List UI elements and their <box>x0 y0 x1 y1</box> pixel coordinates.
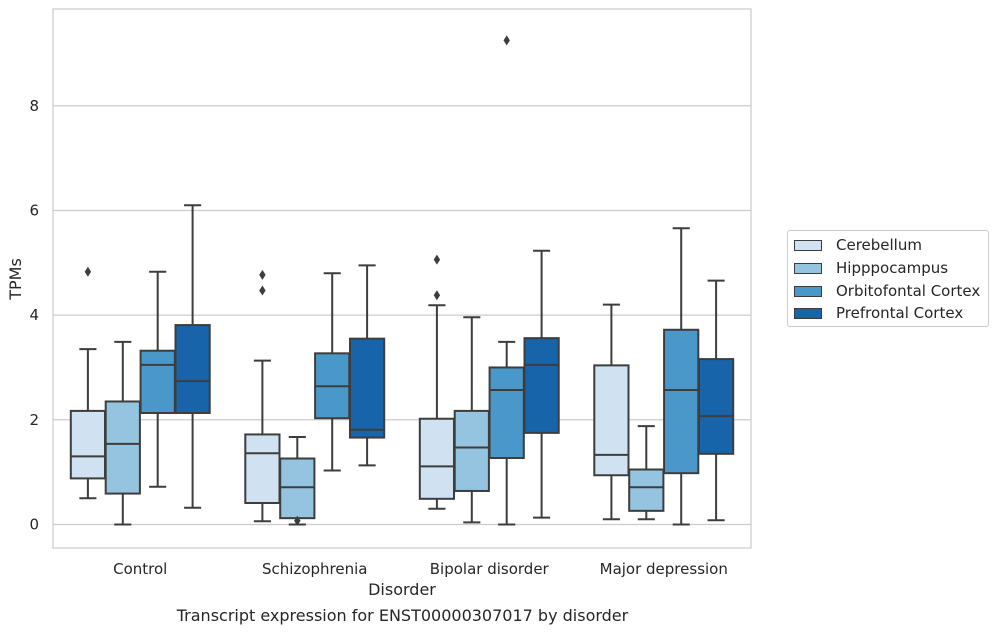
y-axis-label: TPMs <box>6 258 25 301</box>
box-iqr <box>593 364 630 477</box>
y-tick-label: 6 <box>29 201 39 219</box>
legend-swatch <box>794 307 822 319</box>
box-prefrontal-cortex-3 <box>697 279 735 522</box>
x-axis-label: Disorder <box>368 580 436 599</box>
chart-title: Transcript expression for ENST0000030701… <box>176 606 629 625</box>
legend-item-cerebellum: Cerebellum <box>794 234 922 256</box>
outlier-point <box>259 285 266 296</box>
plot-frame <box>52 8 752 549</box>
y-tick-label: 2 <box>29 411 39 429</box>
legend-swatch <box>794 262 822 274</box>
outlier-point <box>84 266 92 277</box>
box-iqr <box>663 328 700 475</box>
y-tick-label: 8 <box>29 97 39 115</box>
box-iqr <box>244 433 281 504</box>
box-iqr <box>628 468 665 512</box>
y-tick-label: 0 <box>29 515 39 533</box>
legend-swatch <box>794 285 822 297</box>
box-iqr <box>139 349 176 414</box>
box-prefrontal-cortex-0 <box>174 204 211 509</box>
legend: Cerebellum Hipppocampus Orbitofontal Cor… <box>787 230 989 327</box>
box-cerebellum-1 <box>244 269 281 523</box>
grid-lines <box>53 105 751 526</box>
legend-label: Prefrontal Cortex <box>836 304 964 322</box>
legend-label: Hipppocampus <box>836 259 949 277</box>
box-orbitofontal-cortex-1 <box>314 272 351 472</box>
x-tick-label: Schizophrenia <box>262 560 367 578</box>
box-hipppocampus-0 <box>104 340 141 526</box>
box-iqr <box>697 358 735 455</box>
outlier-point <box>259 269 266 280</box>
box-orbitofontal-cortex-0 <box>139 270 176 488</box>
box-iqr <box>69 409 107 480</box>
box-prefrontal-cortex-2 <box>523 249 560 519</box>
outlier-point <box>294 515 301 526</box>
box-iqr <box>418 417 456 500</box>
box-iqr <box>523 337 560 434</box>
box-hipppocampus-2 <box>453 316 490 524</box>
x-tick-label: Control <box>113 560 167 578</box>
box-iqr <box>348 337 386 439</box>
box-iqr <box>488 366 525 459</box>
box-cerebellum-0 <box>69 266 107 500</box>
outlier-point <box>433 254 441 265</box>
axis-ticks: 0 2 4 6 8 Control Schizophrenia Bipolar disorde… <box>29 97 727 578</box>
legend-item-hippocampus: Hipppocampus <box>794 257 948 279</box>
legend-label: Orbitofontal Cortex <box>836 282 981 300</box>
box-iqr <box>279 457 316 520</box>
legend-item-prefrontal: Prefrontal Cortex <box>794 302 963 324</box>
box-orbitofontal-cortex-2 <box>488 35 525 526</box>
box-orbitofontal-cortex-3 <box>663 227 700 526</box>
y-tick-label: 4 <box>29 306 39 324</box>
outlier-point <box>503 35 510 46</box>
box-hipppocampus-1 <box>279 436 316 526</box>
box-series <box>69 35 735 526</box>
box-cerebellum-2 <box>418 254 456 510</box>
legend-swatch <box>794 239 822 251</box>
box-hipppocampus-3 <box>628 425 665 521</box>
x-tick-label: Bipolar disorder <box>430 560 550 578</box>
outlier-point <box>433 290 441 301</box>
box-iqr <box>104 400 141 495</box>
box-cerebellum-3 <box>593 303 630 521</box>
x-tick-label: Major depression <box>600 560 728 578</box>
box-iqr <box>453 409 490 492</box>
box-prefrontal-cortex-1 <box>348 264 386 467</box>
legend-item-orbitofrontal: Orbitofontal Cortex <box>794 280 980 302</box>
legend-label: Cerebellum <box>836 236 922 254</box>
box-iqr <box>174 324 211 414</box>
